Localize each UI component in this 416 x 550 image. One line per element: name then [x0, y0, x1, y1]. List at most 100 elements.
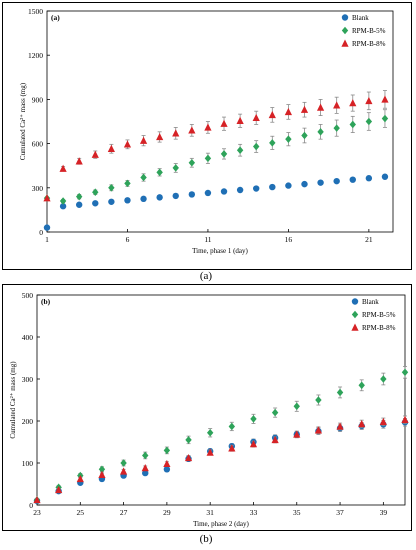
y-tick-label: 300: [32, 184, 44, 193]
data-point: [206, 428, 214, 437]
data-point: [333, 101, 341, 109]
y-tick-label: 1500: [28, 7, 43, 16]
data-point: [204, 154, 212, 163]
plot-area: [46, 10, 394, 233]
data-point: [75, 201, 83, 208]
data-point: [381, 114, 389, 123]
x-tick-label: 6: [126, 235, 130, 244]
data-point: [124, 197, 131, 204]
legend-marker: [351, 298, 359, 305]
data-point: [91, 150, 99, 158]
data-point: [228, 444, 236, 452]
data-point: [141, 464, 149, 472]
data-point: [108, 198, 115, 205]
chart-b-svg: 0 100 200 300 400 500 23 25 27 29 31 33 35 37 39 Time, …: [9, 291, 409, 528]
data-point: [358, 381, 365, 390]
data-point: [284, 107, 292, 116]
data-point: [142, 469, 149, 477]
y-tick-label: 200: [22, 417, 34, 426]
data-point: [43, 224, 51, 231]
data-point: [236, 116, 244, 124]
data-point: [333, 124, 340, 132]
data-point: [76, 474, 84, 483]
series-2: [43, 90, 389, 202]
data-point: [293, 430, 301, 438]
data-point: [236, 146, 244, 155]
data-point: [59, 197, 67, 205]
data-point: [349, 120, 356, 129]
data-point: [401, 368, 409, 377]
legend-label: Blank: [352, 14, 369, 22]
data-point: [75, 192, 83, 201]
series-2: [33, 415, 409, 504]
data-point: [365, 175, 373, 182]
x-tick-label: 31: [206, 508, 214, 517]
y-tick-label: 400: [22, 333, 34, 342]
y-tick-label: 300: [22, 375, 34, 384]
legend-marker: [341, 26, 349, 35]
x-tick-label: 27: [120, 508, 128, 517]
data-point: [293, 402, 300, 411]
data-point: [314, 426, 323, 434]
data-point: [172, 192, 179, 200]
data-point: [59, 203, 67, 210]
data-point: [107, 144, 115, 152]
data-point: [252, 113, 260, 122]
data-point: [249, 440, 258, 448]
data-point: [172, 129, 180, 137]
y-axis-label: Cumulated Ca²⁺ mass (mg): [9, 361, 17, 439]
series-0: [33, 418, 409, 504]
data-point: [142, 451, 149, 460]
y-tick-label: 1200: [28, 51, 43, 60]
y-tick-label: 0: [39, 228, 43, 237]
data-point: [33, 495, 41, 504]
series-1: [33, 366, 409, 504]
data-point: [401, 415, 409, 423]
legend-marker: [351, 310, 359, 319]
data-point: [188, 191, 196, 198]
plot-area: [36, 294, 406, 506]
legend-marker: [351, 323, 359, 331]
data-point: [300, 105, 309, 113]
y-axis-label: Cumulated Ca²⁺ mass (mg): [19, 82, 27, 160]
x-tick-label: 33: [250, 508, 258, 517]
x-tick-label: 16: [285, 235, 293, 244]
series-0: [43, 173, 389, 231]
data-point: [75, 157, 83, 165]
data-point: [365, 117, 373, 126]
y-tick-label: 900: [32, 95, 44, 104]
legend-label: Blank: [362, 298, 379, 306]
legend-marker: [341, 14, 349, 21]
data-point: [315, 396, 322, 404]
chart-panel-b: 0 100 200 300 400 500 23 25 27 29 31 33 35 37 39 Time, …: [2, 284, 412, 531]
x-axis-label: Time, phase 1 (day): [192, 247, 248, 255]
x-tick-label: 23: [33, 508, 41, 517]
x-tick-label: 35: [293, 508, 301, 517]
data-point: [120, 459, 127, 467]
x-tick-label: 11: [204, 235, 211, 244]
panel-label: (b): [41, 297, 51, 306]
y-tick-label: 0: [29, 501, 33, 510]
data-point: [43, 194, 51, 202]
legend-label: RPM-B-5%: [362, 311, 396, 319]
data-point: [349, 176, 356, 183]
legend-label: RPM-B-5%: [352, 27, 386, 35]
data-point: [317, 128, 324, 136]
data-point: [253, 142, 260, 151]
data-point: [98, 470, 106, 478]
data-point: [236, 186, 244, 194]
data-point: [349, 99, 357, 107]
x-tick-label: 21: [365, 235, 373, 244]
data-point: [98, 465, 106, 474]
data-point: [92, 200, 99, 207]
data-point: [55, 485, 63, 494]
x-tick-label: 25: [77, 508, 85, 517]
data-point: [333, 177, 340, 185]
data-point: [204, 123, 212, 131]
data-point: [156, 132, 164, 141]
data-point: [185, 436, 192, 444]
data-point: [163, 466, 171, 473]
x-tick-label: 1: [45, 235, 49, 244]
data-point: [188, 158, 196, 167]
data-point: [204, 189, 212, 197]
